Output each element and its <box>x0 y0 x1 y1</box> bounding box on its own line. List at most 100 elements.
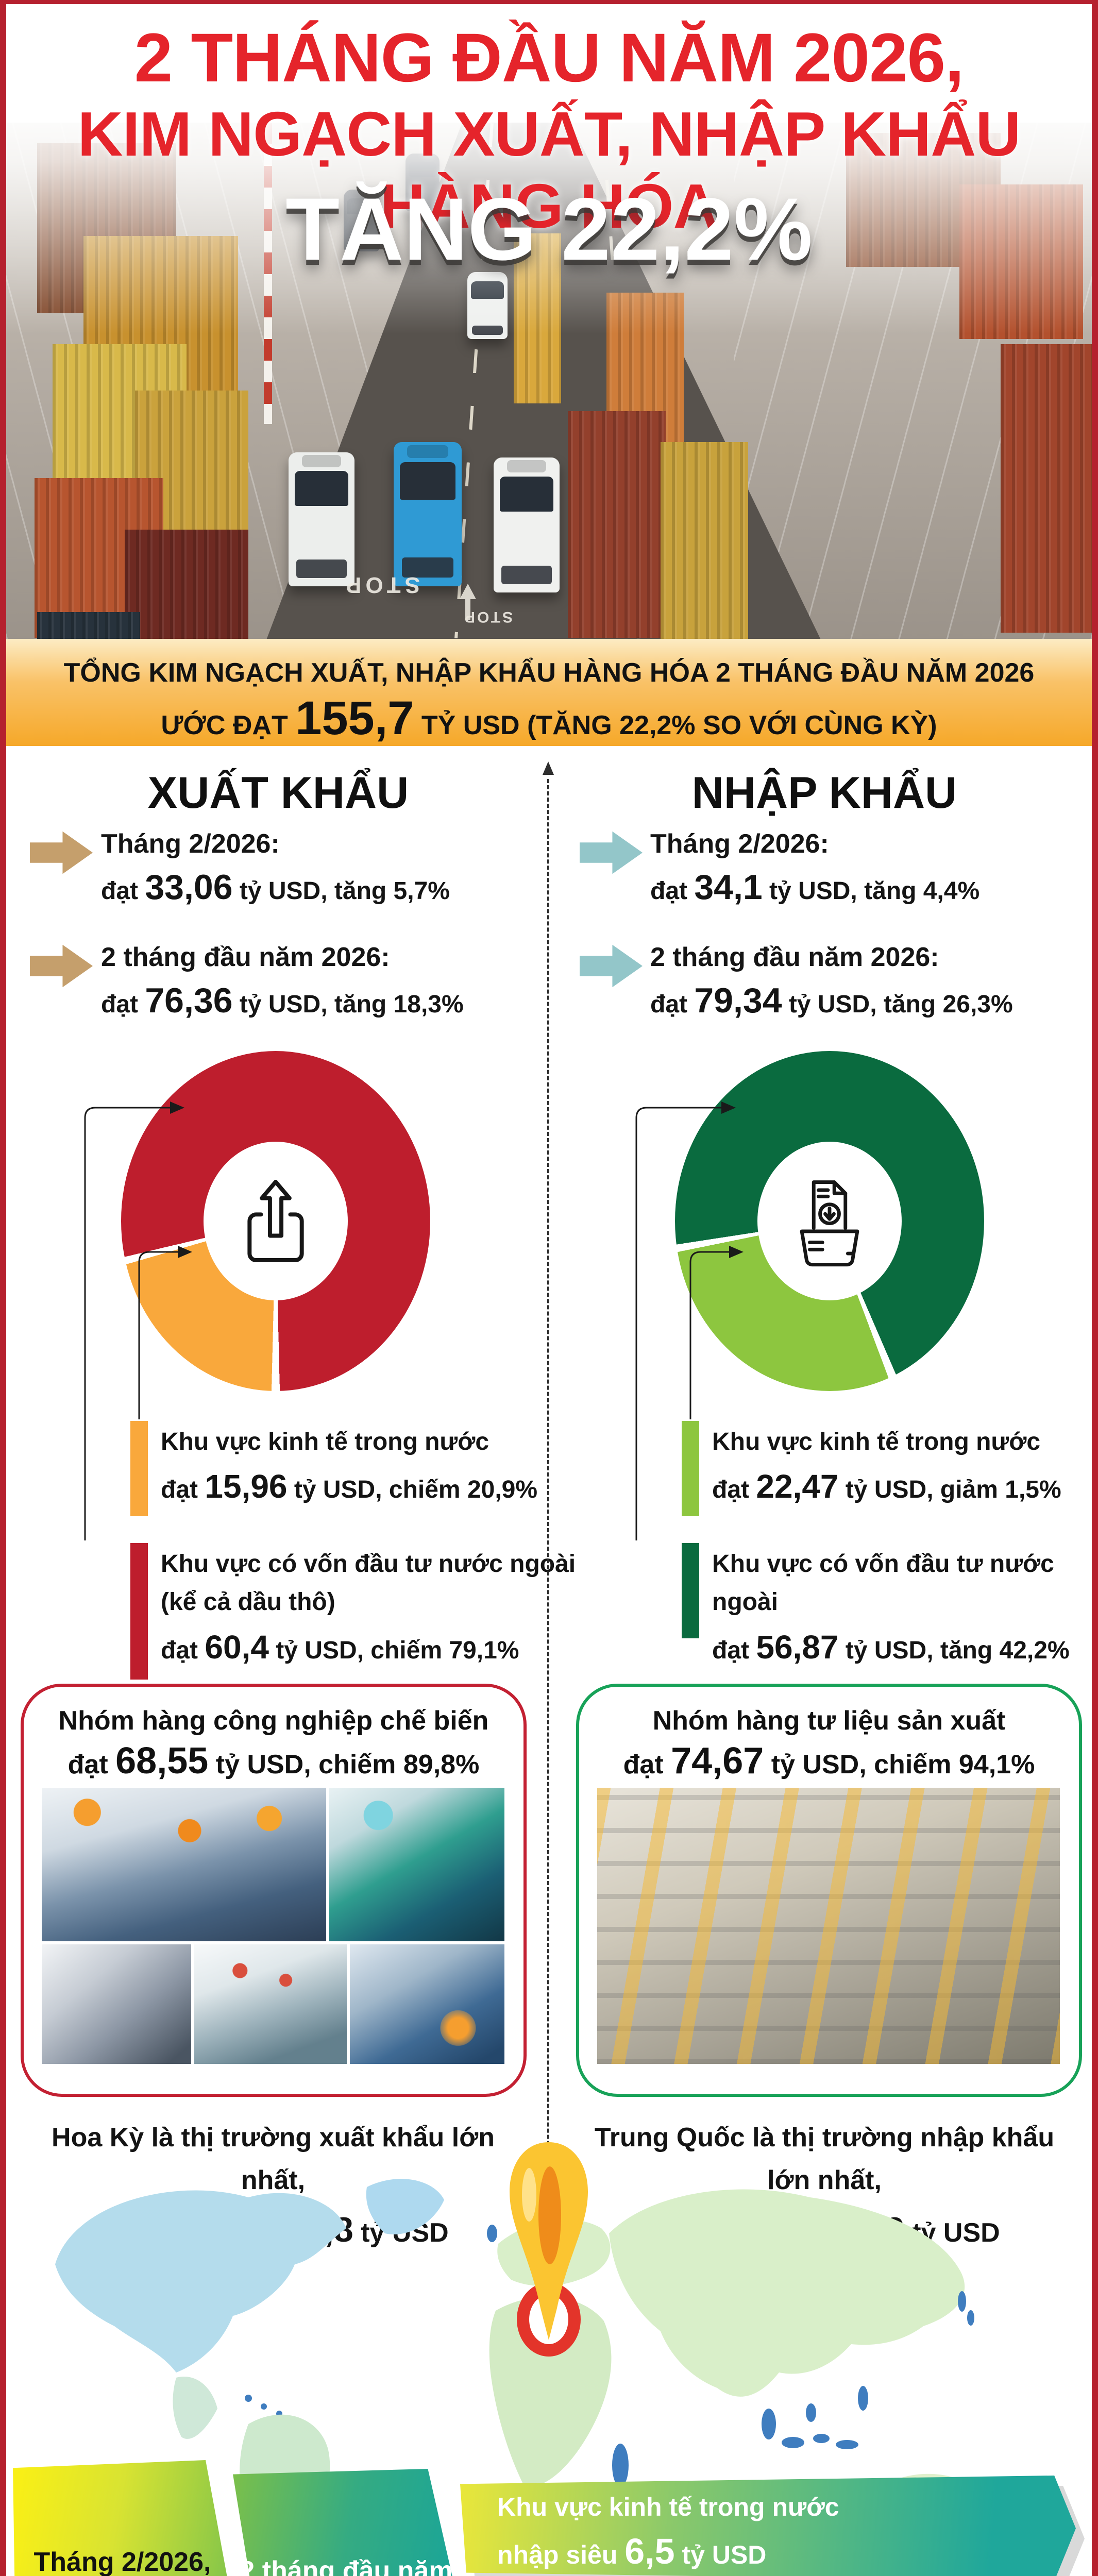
legend-name: Khu vực có vốn đầu tư nước ngoài <box>161 1550 576 1578</box>
legend-name: Khu vực kinh tế trong nước <box>712 1428 1041 1455</box>
legend-swatch-import-domestic <box>682 1421 699 1516</box>
legend-export-domestic: Khu vực kinh tế trong nước đạt 15,96 tỷ … <box>161 1423 537 1513</box>
export-stat2-label: 2 tháng đầu năm 2026: <box>101 942 390 972</box>
box-number: 74,67 <box>671 1740 764 1782</box>
stat-post: tỷ USD, tăng 26,3% <box>788 991 1013 1018</box>
container-stack <box>37 612 140 639</box>
export-goods-box: Nhóm hàng công nghiệp chế biến đạt 68,55… <box>21 1684 527 2097</box>
chevron-right-icon <box>30 831 93 874</box>
stat-number: 34,1 <box>694 868 763 907</box>
chevron-line1: Tháng 2/2026, <box>33 2547 211 2576</box>
import-box-title: Nhóm hàng tư liệu sản xuất <box>652 1706 1006 1736</box>
main-title-line2: KIM NGẠCH XUẤT, NHẬP KHẨU HÀNG HÓA <box>77 99 1021 241</box>
main-title-line1: 2 THÁNG ĐẦU NĂM 2026, <box>134 20 965 96</box>
stat-pre: đạt <box>650 991 687 1018</box>
export-box-title: Nhóm hàng công nghiệp chế biến <box>58 1706 489 1736</box>
bar-line2: nhập siêu 6,5 tỷ USD <box>497 2533 766 2569</box>
legend-export-fdi: Khu vực có vốn đầu tư nước ngoài (kể cả … <box>161 1545 576 1673</box>
legend-name2: (kể cả dầu thô) <box>161 1588 335 1616</box>
legend-pre: đạt <box>712 1636 749 1664</box>
page-border-top <box>0 0 1098 4</box>
legend-post: tỷ USD, chiếm 20,9% <box>294 1476 538 1504</box>
chevron-right-icon <box>580 831 643 874</box>
box-post: tỷ USD, chiếm 89,8% <box>215 1750 480 1780</box>
summary-banner: TỔNG KIM NGẠCH XUẤT, NHẬP KHẨU HÀNG HÓA … <box>6 639 1092 746</box>
legend-import-fdi: Khu vực có vốn đầu tư nước ngoài đạt 56,… <box>712 1545 1098 1673</box>
photo-food-processing <box>194 1944 347 2064</box>
stat-post: tỷ USD, tăng 5,7% <box>239 877 450 905</box>
bar-number: 6,5 <box>624 2531 675 2571</box>
stat-number: 79,34 <box>694 981 782 1020</box>
page-border-left <box>0 0 6 2576</box>
banner-total-value: 155,7 <box>295 692 414 744</box>
legend-pre: đạt <box>712 1476 749 1504</box>
import-stat2-label: 2 tháng đầu năm 2026: <box>650 942 939 972</box>
legend-value: đạt 60,4 tỷ USD, chiếm 79,1% <box>161 1622 576 1673</box>
import-heading: NHẬP KHẨU <box>691 768 957 818</box>
import-icon <box>800 1180 859 1267</box>
container-stack <box>135 391 248 545</box>
photo-auto-plant <box>350 1944 504 2064</box>
container-stack <box>568 411 666 638</box>
bar-post: tỷ USD <box>682 2540 767 2569</box>
photo-factory-conveyor <box>597 1788 1060 2064</box>
donut-hole <box>757 1142 902 1300</box>
import-stat2-value: đạt 79,34 tỷ USD, tăng 26,3% <box>650 983 1013 1018</box>
column-divider <box>547 779 549 2263</box>
bar-pre: nhập siêu <box>497 2540 618 2569</box>
hero-fade-overlay <box>6 4 1092 334</box>
legend-value: đạt 56,87 tỷ USD, tăng 42,2% <box>712 1622 1098 1673</box>
location-pin-icon <box>510 2142 588 2357</box>
donut-import <box>675 1051 984 1391</box>
stat-pre: đạt <box>101 877 138 905</box>
container-stack <box>125 530 248 639</box>
legend-pre: đạt <box>161 1636 198 1664</box>
legend-import-domestic: Khu vực kinh tế trong nước đạt 22,47 tỷ … <box>712 1423 1061 1513</box>
export-stat2-value: đạt 76,36 tỷ USD, tăng 18,3% <box>101 983 464 1018</box>
legend-value: đạt 22,47 tỷ USD, giảm 1,5% <box>712 1461 1061 1512</box>
export-box-value: đạt 68,55 tỷ USD, chiếm 89,8% <box>24 1742 523 1780</box>
truck-blue <box>394 442 462 586</box>
legend-swatch-export-fdi <box>130 1543 148 1680</box>
legend-value: đạt 15,96 tỷ USD, chiếm 20,9% <box>161 1461 537 1512</box>
banner-line2-pre: ƯỚC ĐẠT <box>161 710 288 740</box>
road-arrow-marking <box>460 584 476 620</box>
legend-swatch-export-domestic <box>130 1421 148 1516</box>
legend-number: 15,96 <box>205 1468 288 1505</box>
export-stat1-value: đạt 33,06 tỷ USD, tăng 5,7% <box>101 870 450 905</box>
box-number: 68,55 <box>115 1740 209 1782</box>
stat-post: tỷ USD, tăng 4,4% <box>769 877 980 905</box>
stat-number: 76,36 <box>145 981 233 1020</box>
stop-marking: STOP <box>342 572 420 598</box>
stat-pre: đạt <box>101 991 138 1018</box>
export-stat1-label: Tháng 2/2026: <box>101 829 280 859</box>
market-line1: Trung Quốc là thị trường nhập khẩu lớn n… <box>594 2123 1055 2196</box>
donut-hole <box>204 1142 348 1300</box>
legend-number: 22,47 <box>756 1468 839 1505</box>
bar-domestic-balance: Khu vực kinh tế trong nước nhập siêu 6,5… <box>460 2476 1076 2576</box>
stat-post: tỷ USD, tăng 18,3% <box>239 991 464 1018</box>
chevron-month-trade-balance: Tháng 2/2026, nhập siêu 1,04 tỷ USD <box>13 2460 232 2576</box>
legend-post: tỷ USD, chiếm 79,1% <box>276 1636 519 1664</box>
truck-white <box>494 457 560 592</box>
donut-export <box>121 1051 430 1391</box>
chevron-two-month-trade-balance: 2 tháng đầu năm 2026, nhập siêu 2,98 tỷ … <box>233 2469 460 2576</box>
legend-number: 60,4 <box>205 1628 269 1666</box>
photo-steel-workers <box>42 1788 326 1941</box>
banner-line2: ƯỚC ĐẠT 155,7 TỶ USD (TĂNG 22,2% SO VỚI … <box>6 694 1092 742</box>
hero-section: STOP STOP 2 THÁNG ĐẦU NĂM 2026, KIM NGẠC… <box>6 4 1092 639</box>
legend-name: Khu vực kinh tế trong nước <box>161 1428 489 1455</box>
main-title-line3: TĂNG 22,2% <box>285 180 813 279</box>
box-pre: đạt <box>623 1750 664 1780</box>
truck-white <box>289 452 354 586</box>
chevron-right-icon <box>30 944 93 988</box>
divider-arrow-icon <box>543 761 554 775</box>
export-heading: XUẤT KHẨU <box>147 768 409 818</box>
export-icon <box>247 1180 304 1262</box>
legend-post: tỷ USD, giảm 1,5% <box>845 1476 1061 1504</box>
legend-number: 56,87 <box>756 1628 839 1666</box>
legend-pre: đạt <box>161 1476 198 1504</box>
photo-textile-worker <box>329 1788 504 1941</box>
import-box-value: đạt 74,67 tỷ USD, chiếm 94,1% <box>579 1742 1079 1780</box>
market-line1: Hoa Kỳ là thị trường xuất khẩu lớn nhất, <box>52 2123 495 2196</box>
